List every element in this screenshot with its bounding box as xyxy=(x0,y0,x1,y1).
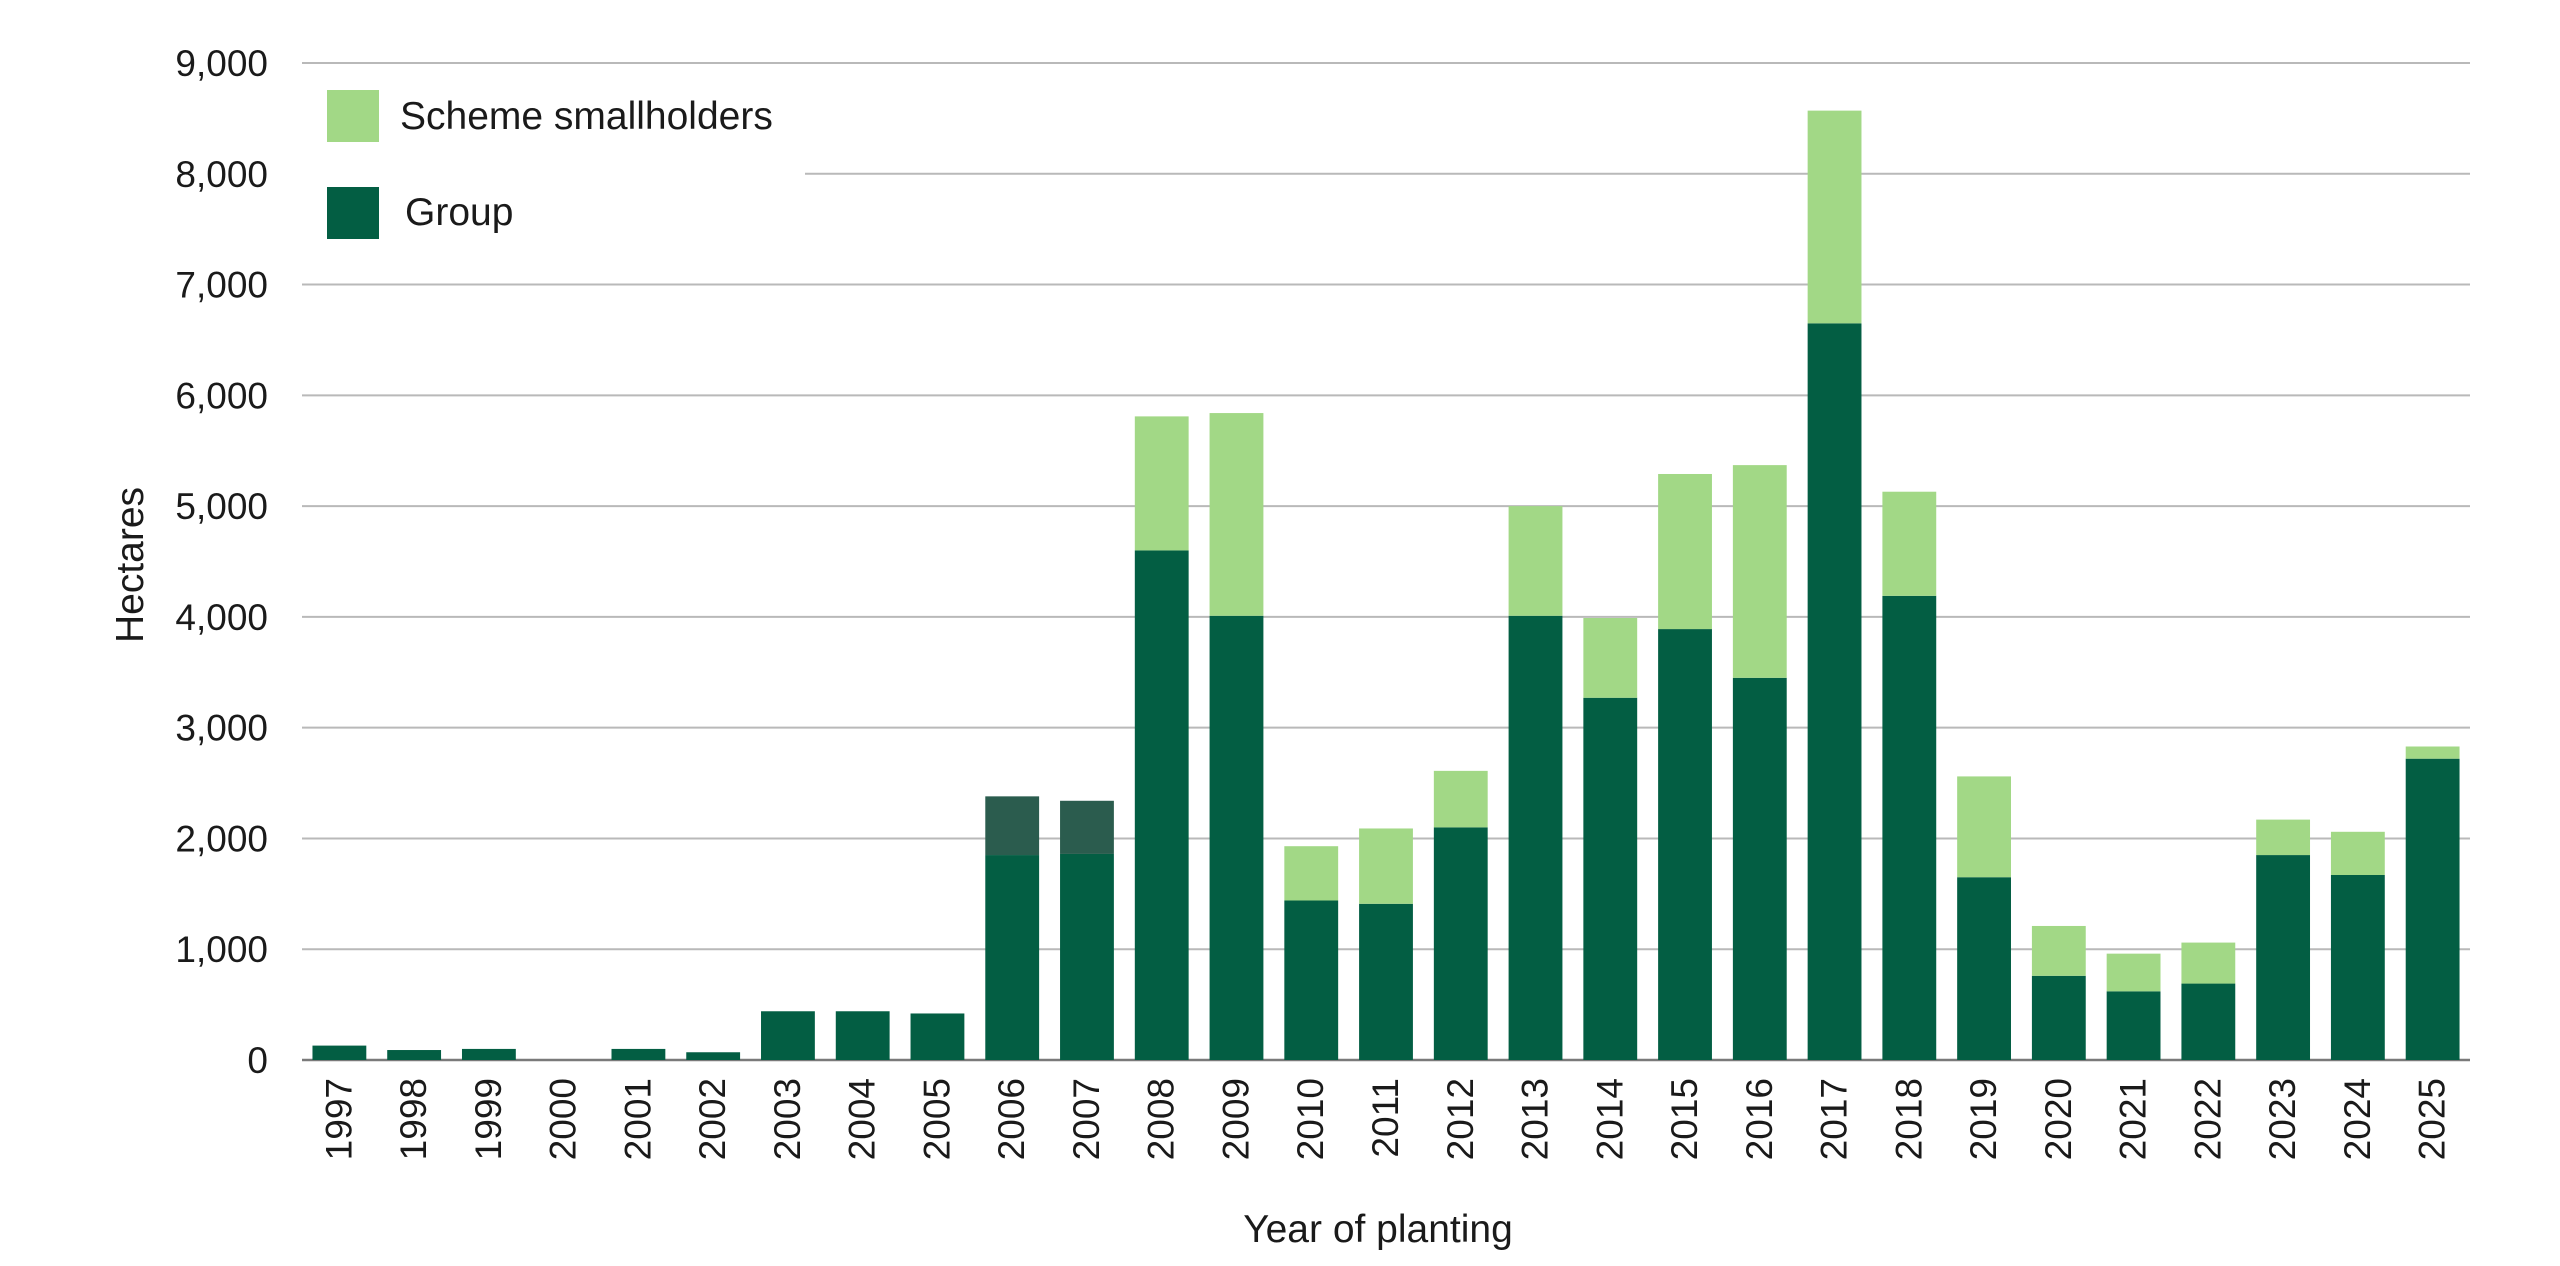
bar-scheme-smallholders-2020 xyxy=(2031,925,2086,976)
legend-swatch-group xyxy=(327,187,379,239)
bar-group-2021 xyxy=(2106,991,2161,1060)
bar-group-2023 xyxy=(2256,855,2311,1060)
x-tick-label: 2012 xyxy=(1440,1078,1481,1160)
x-axis-title: Year of planting xyxy=(1243,1208,1513,1251)
bar-scheme-smallholders-2007 xyxy=(1060,800,1114,854)
bar-group-2011 xyxy=(1359,903,1413,1060)
x-tick-label: 2014 xyxy=(1589,1078,1630,1160)
bar-scheme-smallholders-2012 xyxy=(1433,770,1488,828)
bar-group-2002 xyxy=(686,1052,741,1060)
bar-group-1999 xyxy=(461,1048,516,1060)
bar-group-1998 xyxy=(387,1050,442,1060)
y-axis-title: Hectares xyxy=(109,487,152,643)
bar-scheme-smallholders-2019 xyxy=(1957,776,2011,878)
bar-scheme-smallholders-2018 xyxy=(1882,491,1937,596)
bar-scheme-smallholders-2025 xyxy=(2405,746,2460,759)
y-tick-label: 8,000 xyxy=(175,154,268,195)
bar-group-2006 xyxy=(985,855,1040,1060)
x-tick-label: 2011 xyxy=(1365,1078,1406,1158)
legend-label-scheme-smallholders: Scheme smallholders xyxy=(400,95,773,138)
bar-group-2008 xyxy=(1134,550,1189,1060)
x-tick-label: 2003 xyxy=(767,1078,808,1160)
x-tick-label: 1998 xyxy=(393,1078,434,1160)
x-tick-label: 2018 xyxy=(1888,1078,1929,1160)
y-tick-label: 0 xyxy=(247,1040,268,1081)
x-tick-label: 2023 xyxy=(2262,1078,2303,1160)
bar-group-2001 xyxy=(611,1048,666,1060)
bar-scheme-smallholders-2022 xyxy=(2181,942,2236,984)
bar-group-2004 xyxy=(835,1011,890,1060)
bar-group-2018 xyxy=(1882,595,1937,1060)
y-tick-label: 9,000 xyxy=(175,43,268,84)
bar-scheme-smallholders-2023 xyxy=(2256,819,2311,856)
bar-group-2024 xyxy=(2330,875,2385,1060)
y-tick-label: 2,000 xyxy=(175,818,268,859)
bar-group-2010 xyxy=(1284,900,1339,1060)
x-tick-label: 2020 xyxy=(2038,1078,2079,1160)
x-tick-label: 2009 xyxy=(1215,1078,1256,1160)
bar-scheme-smallholders-2024 xyxy=(2330,831,2385,875)
x-tick-label: 1997 xyxy=(318,1078,359,1160)
x-tick-label: 2016 xyxy=(1739,1078,1780,1160)
bar-group-2019 xyxy=(1957,877,2011,1060)
bar-scheme-smallholders-2014 xyxy=(1583,618,1638,698)
y-tick-label: 1,000 xyxy=(175,929,268,970)
x-tick-label: 2007 xyxy=(1066,1078,1107,1160)
legend: Scheme smallholders Group xyxy=(327,90,773,239)
x-tick-label: 2008 xyxy=(1141,1078,1182,1160)
bar-group-2020 xyxy=(2031,975,2086,1060)
bar-scheme-smallholders-2010 xyxy=(1284,846,1339,901)
x-tick-label: 2015 xyxy=(1664,1078,1705,1160)
bar-group-2014 xyxy=(1583,697,1638,1060)
x-tick-label: 2002 xyxy=(692,1078,733,1160)
y-tick-label: 6,000 xyxy=(175,375,268,416)
x-tick-label: 2004 xyxy=(842,1078,883,1160)
x-tick-label: 2013 xyxy=(1515,1078,1556,1160)
bar-scheme-smallholders-2015 xyxy=(1658,473,1712,630)
x-tick-label: 2005 xyxy=(916,1078,957,1160)
legend-label-group: Group xyxy=(405,191,513,234)
bar-group-1997 xyxy=(312,1045,367,1060)
bar-group-2022 xyxy=(2181,983,2236,1060)
legend-swatch-scheme-smallholders xyxy=(327,90,379,142)
bar-scheme-smallholders-2016 xyxy=(1732,465,1787,678)
x-tick-label: 2010 xyxy=(1290,1078,1331,1160)
bar-group-2005 xyxy=(910,1013,965,1060)
x-tick-label: 2021 xyxy=(2113,1078,2154,1160)
x-tick-label: 1999 xyxy=(468,1078,509,1160)
y-axis-ticks: 0 1,000 2,000 3,000 4,000 5,000 6,000 7,000 8,00… xyxy=(175,43,268,1081)
bar-group-2012 xyxy=(1433,827,1488,1060)
y-tick-label: 4,000 xyxy=(175,597,268,638)
bar-group-2007 xyxy=(1060,853,1114,1060)
bar-scheme-smallholders-2008 xyxy=(1134,416,1189,551)
bars xyxy=(312,110,2460,1061)
x-axis-ticks: 1997 1998 1999 2000 2001 2002 2003 2004 2005 2006… xyxy=(318,1078,2452,1160)
bar-scheme-smallholders-2013 xyxy=(1508,506,1563,616)
bar-scheme-smallholders-2011 xyxy=(1359,828,1413,904)
y-tick-label: 3,000 xyxy=(175,708,268,749)
x-tick-label: 2017 xyxy=(1814,1078,1855,1160)
bar-scheme-smallholders-2021 xyxy=(2106,953,2161,992)
bar-scheme-smallholders-2009 xyxy=(1209,413,1264,616)
bar-group-2017 xyxy=(1807,323,1862,1061)
bar-group-2016 xyxy=(1732,677,1787,1060)
bar-group-2003 xyxy=(761,1011,815,1060)
bar-group-2015 xyxy=(1658,629,1712,1060)
x-tick-label: 2000 xyxy=(543,1078,584,1160)
x-tick-label: 2024 xyxy=(2337,1078,2378,1160)
x-tick-label: 2006 xyxy=(991,1078,1032,1160)
x-tick-label: 2025 xyxy=(2412,1078,2453,1160)
bar-group-2009 xyxy=(1209,615,1264,1060)
y-tick-label: 7,000 xyxy=(175,265,268,306)
x-tick-label: 2019 xyxy=(1963,1078,2004,1160)
bar-scheme-smallholders-2017 xyxy=(1807,110,1862,324)
bar-group-2013 xyxy=(1508,615,1563,1060)
x-tick-label: 2001 xyxy=(617,1078,658,1160)
x-tick-label: 2022 xyxy=(2187,1078,2228,1160)
y-tick-label: 5,000 xyxy=(175,486,268,527)
bar-group-2025 xyxy=(2405,758,2460,1060)
bar-scheme-smallholders-2006 xyxy=(985,796,1040,856)
